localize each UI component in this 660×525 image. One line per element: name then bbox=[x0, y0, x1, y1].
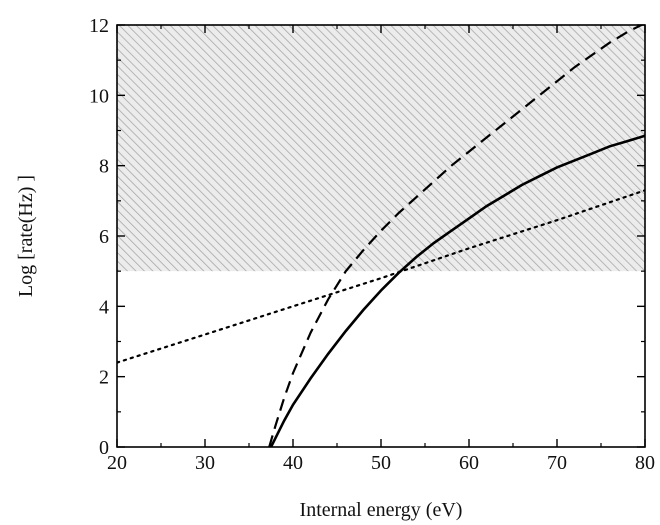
series-line-solid bbox=[269, 134, 645, 447]
y-tick-label: 12 bbox=[89, 15, 109, 37]
y-tick-label: 0 bbox=[99, 437, 109, 459]
x-tick-label: 80 bbox=[635, 452, 655, 474]
y-axis-label: Log [rate(Hz) ] bbox=[15, 175, 37, 297]
y-tick-label: 4 bbox=[99, 296, 109, 318]
hatched-region bbox=[117, 25, 645, 272]
y-tick-label: 2 bbox=[99, 367, 109, 389]
x-tick-label: 70 bbox=[547, 452, 567, 474]
x-tick-label: 50 bbox=[371, 452, 391, 474]
x-tick-label: 40 bbox=[283, 452, 303, 474]
shaded-region bbox=[117, 25, 645, 272]
x-tick-label: 20 bbox=[107, 452, 127, 474]
y-tick-label: 6 bbox=[99, 226, 109, 248]
tick-layer: 20 30 40 50 60 70 80 0 2 4 6 8 10 12 bbox=[89, 15, 655, 474]
series-layer bbox=[117, 25, 645, 447]
x-tick-label: 60 bbox=[459, 452, 479, 474]
series-line-dashed bbox=[268, 25, 644, 447]
x-tick-label: 30 bbox=[195, 452, 215, 474]
series-line-dotted bbox=[117, 189, 645, 364]
y-tick-label: 10 bbox=[89, 85, 109, 107]
y-tick-label: 8 bbox=[99, 156, 109, 178]
x-axis-label: Internal energy (eV) bbox=[300, 499, 463, 521]
